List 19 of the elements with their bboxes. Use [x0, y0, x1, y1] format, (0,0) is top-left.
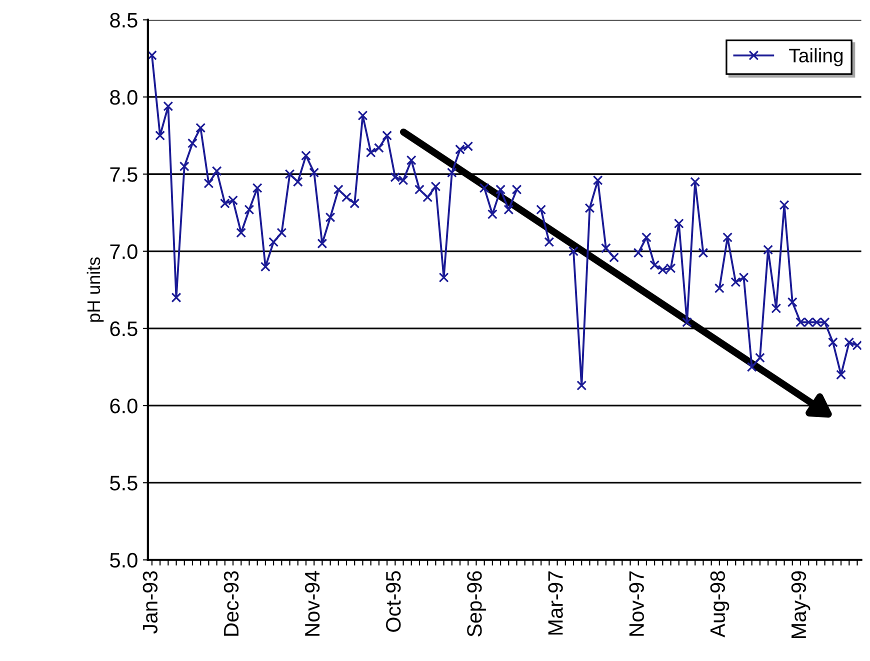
x-tick-label: Sep-96 [467, 571, 486, 637]
x-tick-label: Nov-94 [304, 570, 320, 636]
x-tick-label: Oct-95 [386, 571, 401, 632]
x-tick-label: Mar-97 [548, 571, 563, 635]
y-tick-label: 8.5 [110, 12, 138, 28]
y-tick-label: 6.0 [110, 398, 138, 414]
legend-label: Tailing [789, 48, 843, 66]
x-tick-label: Jan-93 [142, 571, 158, 634]
y-tick-label: 8.0 [110, 90, 138, 105]
x-tick-label: Aug-98 [710, 571, 730, 638]
y-tick-label: 5.0 [110, 552, 138, 568]
x-tick-label: Dec-93 [224, 571, 239, 636]
y-tick-label: 7.5 [110, 167, 138, 182]
y-tick-label: 5.5 [110, 476, 138, 490]
x-tick-label: Nov-97 [629, 571, 644, 636]
y-tick-label: 6.5 [110, 321, 138, 336]
y-tick-label: 7.0 [110, 244, 138, 260]
y-axis-title: pH units [86, 257, 104, 322]
x-tick-label: May-99 [791, 571, 810, 638]
